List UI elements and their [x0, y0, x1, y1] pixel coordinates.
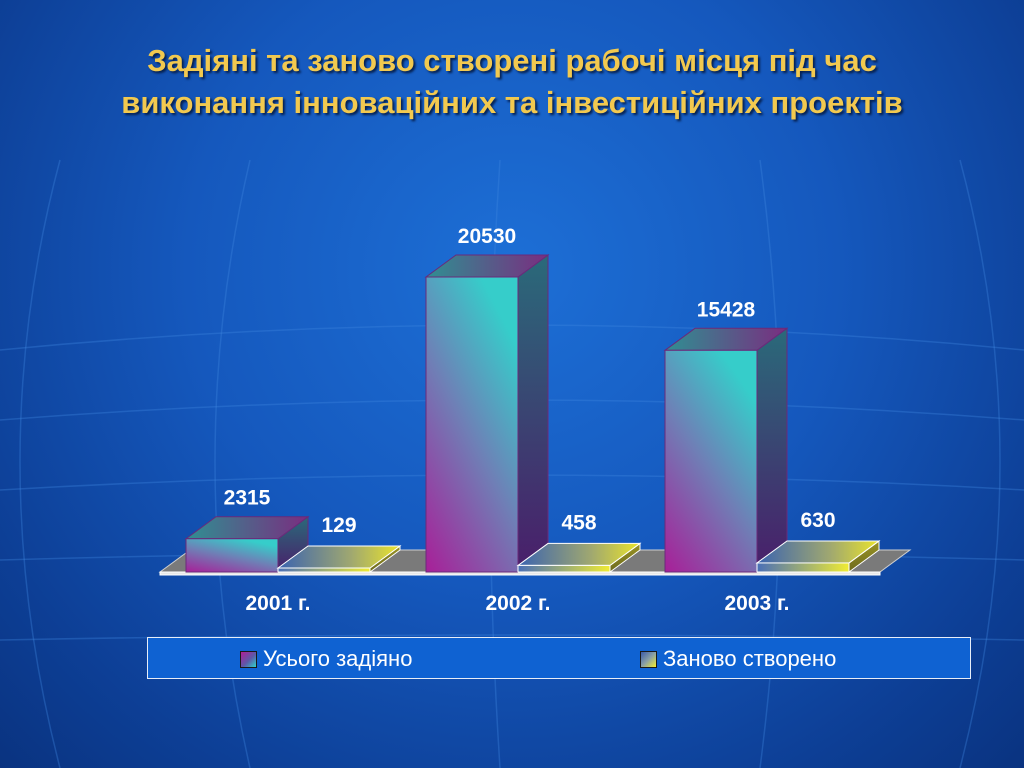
bar-total-1-side — [517, 254, 549, 573]
bar-total-2 — [663, 327, 789, 573]
bar-new-1 — [516, 542, 642, 573]
legend-label-total: Усього задіяно — [263, 646, 413, 671]
chart-legend: Усього задіяно Заново створено — [147, 637, 971, 679]
chart-title-line-1: Задіяні та заново створені рабочі місця … — [147, 43, 877, 78]
bar-total-0 — [184, 515, 310, 573]
data-label-total-0: 2315 — [224, 487, 271, 510]
legend-item-new: Заново створено — [640, 646, 836, 672]
bar-total-0-front — [185, 538, 279, 573]
chart-title: Задіяні та заново створені рабочі місця … — [0, 40, 1024, 124]
x-tick-label-2: 2003 г. — [724, 592, 789, 615]
bar-new-0-front — [277, 567, 371, 573]
chart-title-line-2: виконання інноваційних та інвестиційних … — [121, 85, 903, 120]
chart-bars — [184, 254, 881, 573]
chart-labels: 2315 129 2001 г. 20530 458 2002 г. 15428 630 200… — [224, 225, 836, 615]
data-label-total-1: 20530 — [458, 225, 516, 248]
data-label-new-2: 630 — [800, 509, 835, 532]
data-label-total-2: 15428 — [697, 298, 756, 321]
bar-total-1 — [424, 254, 550, 573]
legend-swatch-new — [640, 650, 657, 668]
bar-total-2-side — [756, 327, 788, 573]
legend-item-total: Усього задіяно — [240, 646, 412, 672]
data-label-new-1: 458 — [561, 511, 596, 534]
bar-new-1-front — [517, 564, 611, 573]
bar-new-2 — [755, 539, 881, 573]
bar-new-2-front — [756, 562, 850, 573]
legend-swatch-total — [240, 650, 257, 668]
x-tick-label-0: 2001 г. — [245, 592, 310, 615]
bar-total-2-front — [664, 349, 758, 573]
legend-label-new: Заново створено — [663, 646, 837, 671]
x-tick-label-1: 2002 г. — [485, 592, 550, 615]
data-label-new-0: 129 — [321, 514, 356, 537]
bar-total-1-front — [425, 276, 519, 573]
bar-new-0 — [276, 545, 402, 573]
